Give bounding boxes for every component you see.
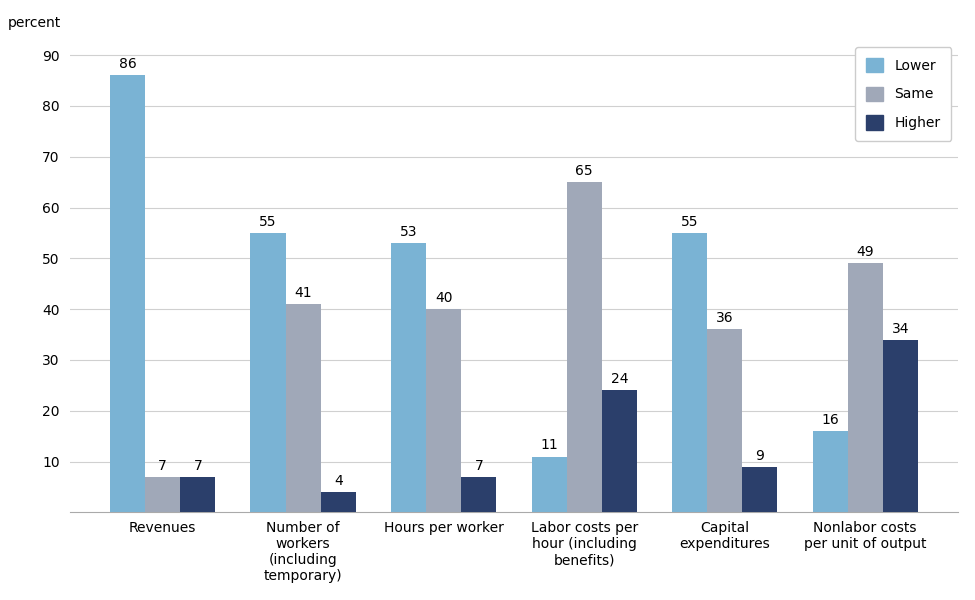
Text: percent: percent <box>8 16 60 31</box>
Bar <box>110 76 145 512</box>
Text: 49: 49 <box>856 245 874 259</box>
Bar <box>812 431 847 512</box>
Bar <box>847 263 882 512</box>
Text: 41: 41 <box>294 286 312 300</box>
Bar <box>426 309 461 512</box>
Text: 7: 7 <box>475 459 484 473</box>
Bar <box>531 457 566 512</box>
Bar <box>251 233 286 512</box>
Text: 55: 55 <box>259 215 277 229</box>
Text: 7: 7 <box>158 459 167 473</box>
Text: 4: 4 <box>333 474 342 488</box>
Text: 24: 24 <box>610 373 628 386</box>
Bar <box>882 340 917 512</box>
Text: 65: 65 <box>575 164 593 178</box>
Bar <box>707 329 742 512</box>
Bar <box>286 304 321 512</box>
Bar <box>321 492 356 512</box>
Text: 86: 86 <box>119 58 137 71</box>
Bar <box>602 391 637 512</box>
Legend: Lower, Same, Higher: Lower, Same, Higher <box>855 47 952 141</box>
Bar <box>145 477 180 512</box>
Text: 40: 40 <box>435 291 452 305</box>
Text: 53: 53 <box>400 225 417 239</box>
Bar <box>391 243 426 512</box>
Bar <box>180 477 215 512</box>
Bar <box>566 182 602 512</box>
Bar <box>742 467 777 512</box>
Text: 16: 16 <box>821 413 838 427</box>
Text: 34: 34 <box>891 322 909 335</box>
Text: 36: 36 <box>716 311 733 325</box>
Text: 7: 7 <box>193 459 202 473</box>
Bar <box>461 477 496 512</box>
Bar <box>672 233 707 512</box>
Text: 9: 9 <box>756 449 764 463</box>
Text: 11: 11 <box>540 439 558 452</box>
Text: 55: 55 <box>681 215 698 229</box>
